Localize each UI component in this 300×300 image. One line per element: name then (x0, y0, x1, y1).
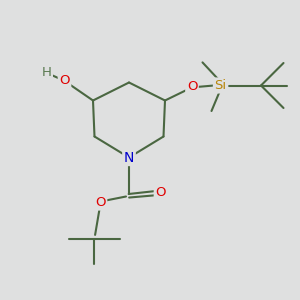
Text: N: N (124, 151, 134, 164)
Text: O: O (187, 80, 197, 94)
Text: Si: Si (214, 79, 226, 92)
Text: H: H (42, 66, 51, 79)
Text: O: O (59, 74, 70, 88)
Text: O: O (95, 196, 106, 209)
Text: O: O (155, 185, 166, 199)
